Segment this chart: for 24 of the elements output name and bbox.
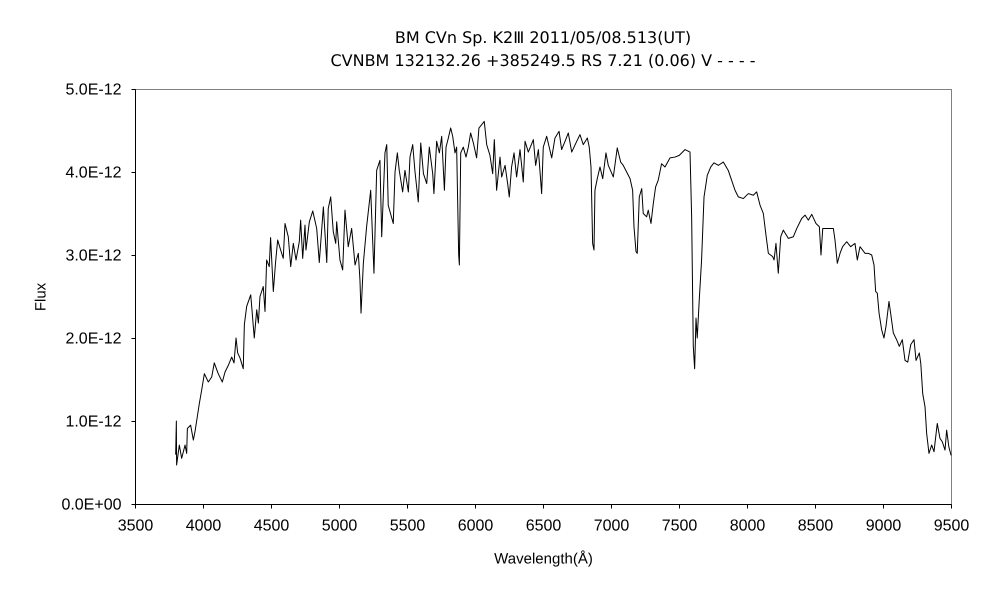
y-tick-label: 0.0E+00 [61,496,122,514]
x-tick-label: 7000 [594,518,630,534]
y-tick-label: 1.0E-12 [65,414,122,430]
x-tick-label: 8000 [730,518,766,534]
x-tick-label: 6500 [526,518,562,534]
y-axis-title: Flux [32,282,50,312]
x-tick-label: 4500 [254,518,290,534]
y-tick-label: 2.0E-12 [65,330,122,348]
y-tick-label: 4.0E-12 [65,164,122,182]
x-tick-label: 9000 [866,518,902,534]
y-tick-label: 3.0E-12 [65,248,122,264]
chart-subtitle: CVNBM 132132.26 +385249.5 RS 7.21 (0.06) V - - - - [330,51,756,70]
x-tick-label: 4000 [186,518,222,534]
x-tick-label: 3500 [118,518,154,534]
y-tick-label: 5.0E-12 [65,82,122,98]
x-tick-label: 6000 [458,518,494,534]
line-series [175,120,952,466]
x-axis-title: Wavelength(Å) [494,550,593,568]
x-tick-label: 5500 [390,518,426,534]
chart-title: BM CVn Sp. K2Ⅲ 2011/05/08.513(UT) [394,28,692,47]
x-tick-label: 8500 [798,518,834,534]
x-tick-label: 9500 [934,518,970,534]
x-tick-label: 7500 [662,518,698,534]
x-tick-label: 5000 [322,518,358,534]
